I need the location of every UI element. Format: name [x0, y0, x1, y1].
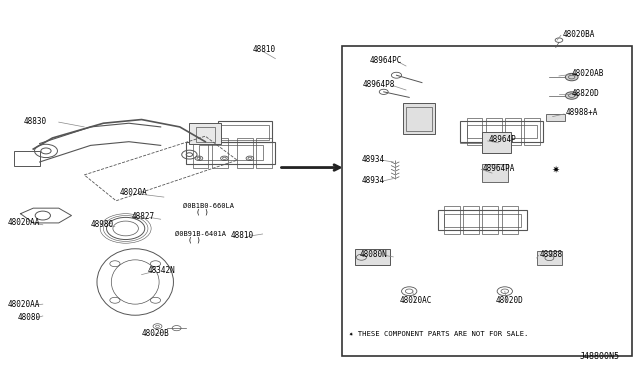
Bar — [483, 206, 499, 234]
Text: 48827: 48827 — [132, 212, 155, 221]
Bar — [483, 164, 508, 182]
Text: 48020B: 48020B — [141, 329, 170, 338]
Text: 48934: 48934 — [362, 155, 385, 164]
Bar — [505, 118, 521, 145]
Text: 48964P: 48964P — [489, 135, 516, 144]
Text: ✷: ✷ — [552, 164, 560, 174]
Text: 48980: 48980 — [91, 220, 114, 229]
Bar — [342, 46, 632, 356]
Bar — [186, 142, 275, 164]
Text: 48020AC: 48020AC — [399, 296, 432, 305]
Text: 48020AA: 48020AA — [8, 300, 40, 309]
Text: 48964PA: 48964PA — [483, 164, 515, 173]
Text: 48964P8: 48964P8 — [363, 80, 395, 89]
Bar — [218, 121, 272, 142]
Bar — [444, 214, 521, 227]
Text: 48830: 48830 — [24, 117, 47, 126]
Text: ( ): ( ) — [196, 209, 209, 215]
Bar — [221, 125, 269, 140]
Bar — [199, 145, 262, 160]
Bar — [438, 210, 527, 230]
Text: 48020A: 48020A — [119, 188, 147, 197]
Text: Ø0B1B0-660LA: Ø0B1B0-660LA — [183, 203, 234, 209]
Text: 48020BA: 48020BA — [562, 30, 595, 39]
Bar — [212, 138, 228, 167]
Text: J48800N5: J48800N5 — [579, 352, 620, 361]
Bar — [467, 125, 537, 138]
Bar — [406, 107, 431, 131]
Bar — [467, 118, 483, 145]
Text: 48080N: 48080N — [360, 250, 387, 259]
Circle shape — [565, 92, 578, 99]
Text: ( ): ( ) — [188, 236, 201, 243]
Text: 48964PC: 48964PC — [370, 56, 402, 65]
Text: Ø0B91B-6401A: Ø0B91B-6401A — [175, 231, 227, 237]
Bar — [502, 206, 518, 234]
Text: 48934: 48934 — [362, 176, 385, 185]
Text: 48810: 48810 — [231, 231, 254, 240]
Text: 48342N: 48342N — [148, 266, 176, 275]
Bar — [189, 123, 221, 144]
Circle shape — [565, 73, 578, 81]
Bar — [524, 118, 540, 145]
Text: 48080: 48080 — [17, 312, 40, 321]
Text: 48020AA: 48020AA — [8, 218, 40, 227]
Bar — [355, 249, 390, 265]
Text: 48820D: 48820D — [572, 89, 600, 98]
Bar — [463, 206, 479, 234]
Text: ✷ THESE COMPONENT PARTS ARE NOT FOR SALE.: ✷ THESE COMPONENT PARTS ARE NOT FOR SALE… — [349, 331, 528, 337]
Bar — [256, 138, 272, 167]
Text: 48988+A: 48988+A — [565, 108, 598, 118]
Bar — [486, 118, 502, 145]
Bar — [537, 251, 562, 265]
Bar — [460, 121, 543, 142]
Text: 48020AB: 48020AB — [572, 69, 604, 78]
Bar — [444, 206, 460, 234]
Bar — [546, 114, 565, 121]
Text: 48020D: 48020D — [495, 296, 523, 305]
Text: 48810: 48810 — [253, 45, 276, 54]
Text: 48988: 48988 — [540, 250, 563, 259]
Bar — [403, 103, 435, 134]
Bar — [196, 127, 215, 142]
Bar — [483, 132, 511, 153]
Bar — [14, 151, 40, 166]
Bar — [237, 138, 253, 167]
Bar — [193, 138, 209, 167]
